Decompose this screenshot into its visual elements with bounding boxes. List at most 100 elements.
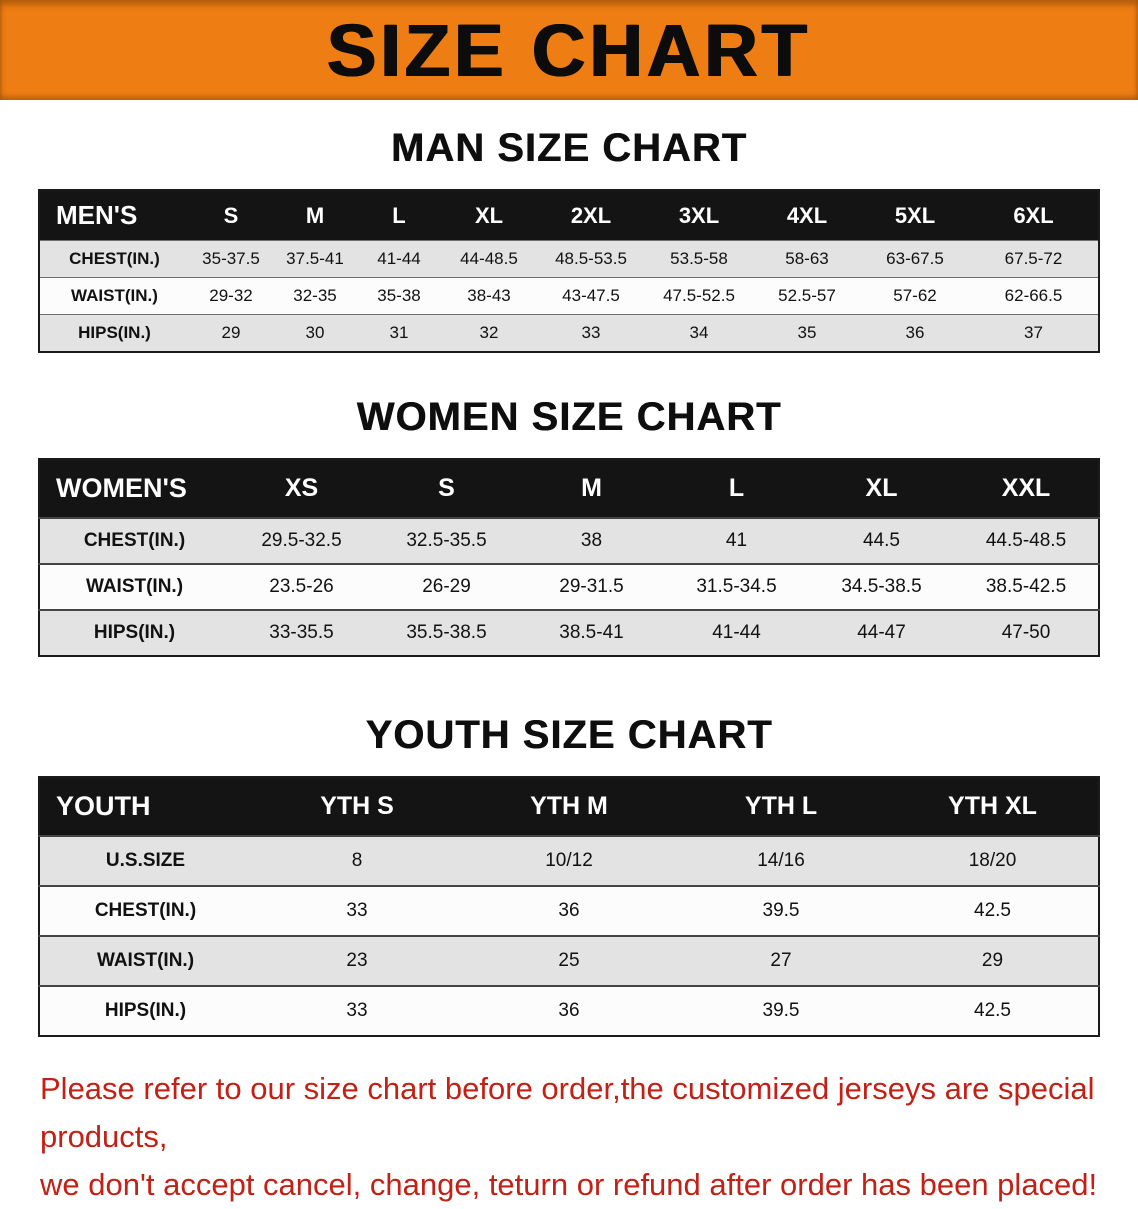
men-cell: 36 xyxy=(861,314,969,352)
youth-waist-row: WAIST(IN.) 23 25 27 29 xyxy=(39,935,1099,986)
women-cell: 26-29 xyxy=(374,563,519,610)
disclaimer-line-2: we don't accept cancel, change, teturn o… xyxy=(40,1167,1098,1203)
women-cell: 33-35.5 xyxy=(229,609,374,656)
men-cell: 29-32 xyxy=(189,277,273,315)
women-cell: 35.5-38.5 xyxy=(374,609,519,656)
men-cell: 62-66.5 xyxy=(969,277,1099,315)
men-hips-row: HIPS(IN.) 29 30 31 32 33 34 35 36 37 xyxy=(39,314,1099,352)
youth-row-label: U.S.SIZE xyxy=(39,835,251,886)
women-size-table: WOMEN'S XS S M L XL XXL CHEST(IN.) 29.5-… xyxy=(38,458,1100,657)
youth-cell: 36 xyxy=(463,885,675,936)
women-row-label: HIPS(IN.) xyxy=(39,609,229,656)
women-cell: 47-50 xyxy=(954,609,1099,656)
women-col-header: XS xyxy=(229,459,374,518)
women-cell: 38 xyxy=(519,517,664,564)
women-cell: 44-47 xyxy=(809,609,954,656)
youth-row-label: WAIST(IN.) xyxy=(39,935,251,986)
men-cell: 31 xyxy=(357,314,441,352)
men-row-label: CHEST(IN.) xyxy=(39,240,189,278)
women-cell: 32.5-35.5 xyxy=(374,517,519,564)
men-cell: 32 xyxy=(441,314,537,352)
men-cell: 57-62 xyxy=(861,277,969,315)
women-cell: 23.5-26 xyxy=(229,563,374,610)
youth-cell: 8 xyxy=(251,835,463,886)
men-cell: 63-67.5 xyxy=(861,240,969,278)
men-row-label: HIPS(IN.) xyxy=(39,314,189,352)
youth-row-label: HIPS(IN.) xyxy=(39,985,251,1036)
youth-ussize-row: U.S.SIZE 8 10/12 14/16 18/20 xyxy=(39,835,1099,886)
men-col-header: 6XL xyxy=(969,190,1099,241)
men-col-header: 4XL xyxy=(753,190,861,241)
women-cell: 29-31.5 xyxy=(519,563,664,610)
men-col-header: L xyxy=(357,190,441,241)
men-cell: 33 xyxy=(537,314,645,352)
men-cell: 47.5-52.5 xyxy=(645,277,753,315)
youth-col-header: YTH L xyxy=(675,777,887,836)
men-cell: 30 xyxy=(273,314,357,352)
youth-hips-row: HIPS(IN.) 33 36 39.5 42.5 xyxy=(39,985,1099,1036)
banner: SIZE CHART xyxy=(0,0,1138,100)
men-cell: 52.5-57 xyxy=(753,277,861,315)
men-cell: 37.5-41 xyxy=(273,240,357,278)
youth-cell: 10/12 xyxy=(463,835,675,886)
men-table-title: MEN'S xyxy=(39,190,189,241)
men-col-header: S xyxy=(189,190,273,241)
women-cell: 31.5-34.5 xyxy=(664,563,809,610)
men-cell: 35-38 xyxy=(357,277,441,315)
youth-col-header: YTH S xyxy=(251,777,463,836)
men-cell: 34 xyxy=(645,314,753,352)
men-waist-row: WAIST(IN.) 29-32 32-35 35-38 38-43 43-47… xyxy=(39,277,1099,315)
women-cell: 41 xyxy=(664,517,809,564)
women-waist-row: WAIST(IN.) 23.5-26 26-29 29-31.5 31.5-34… xyxy=(39,563,1099,610)
men-row-label: WAIST(IN.) xyxy=(39,277,189,315)
youth-row-label: CHEST(IN.) xyxy=(39,885,251,936)
women-col-header: L xyxy=(664,459,809,518)
men-col-header: 2XL xyxy=(537,190,645,241)
youth-col-header: YTH XL xyxy=(887,777,1099,836)
youth-cell: 23 xyxy=(251,935,463,986)
men-cell: 58-63 xyxy=(753,240,861,278)
youth-cell: 18/20 xyxy=(887,835,1099,886)
women-cell: 38.5-42.5 xyxy=(954,563,1099,610)
disclaimer-note: Please refer to our size chart before or… xyxy=(40,1065,1100,1209)
men-col-header: 5XL xyxy=(861,190,969,241)
youth-cell: 33 xyxy=(251,985,463,1036)
youth-header-row: YOUTH YTH S YTH M YTH L YTH XL xyxy=(39,777,1099,836)
men-chest-row: CHEST(IN.) 35-37.5 37.5-41 41-44 44-48.5… xyxy=(39,240,1099,278)
women-col-header: M xyxy=(519,459,664,518)
men-section-heading: MAN SIZE CHART xyxy=(390,126,748,170)
youth-section-heading: YOUTH SIZE CHART xyxy=(365,713,773,757)
men-cell: 32-35 xyxy=(273,277,357,315)
youth-col-header: YTH M xyxy=(463,777,675,836)
youth-table-title: YOUTH xyxy=(39,777,251,836)
disclaimer-line-1: Please refer to our size chart before or… xyxy=(40,1071,1095,1155)
women-col-header: S xyxy=(374,459,519,518)
women-cell: 38.5-41 xyxy=(519,609,664,656)
youth-cell: 39.5 xyxy=(675,985,887,1036)
men-col-header: M xyxy=(273,190,357,241)
page-title: SIZE CHART xyxy=(327,8,811,92)
men-section: MAN SIZE CHART MEN'S S M L XL 2XL 3XL 4X… xyxy=(0,126,1138,353)
youth-chest-row: CHEST(IN.) 33 36 39.5 42.5 xyxy=(39,885,1099,936)
women-cell: 29.5-32.5 xyxy=(229,517,374,564)
youth-size-table: YOUTH YTH S YTH M YTH L YTH XL U.S.SIZE … xyxy=(38,776,1100,1037)
men-cell: 35 xyxy=(753,314,861,352)
men-cell: 67.5-72 xyxy=(969,240,1099,278)
women-col-header: XXL xyxy=(954,459,1099,518)
men-cell: 43-47.5 xyxy=(537,277,645,315)
men-cell: 29 xyxy=(189,314,273,352)
youth-cell: 36 xyxy=(463,985,675,1036)
women-header-row: WOMEN'S XS S M L XL XXL xyxy=(39,459,1099,518)
women-table-title: WOMEN'S xyxy=(39,459,229,518)
men-cell: 53.5-58 xyxy=(645,240,753,278)
men-cell: 48.5-53.5 xyxy=(537,240,645,278)
women-row-label: CHEST(IN.) xyxy=(39,517,229,564)
youth-cell: 42.5 xyxy=(887,885,1099,936)
men-cell: 41-44 xyxy=(357,240,441,278)
men-cell: 37 xyxy=(969,314,1099,352)
women-cell: 44.5-48.5 xyxy=(954,517,1099,564)
youth-cell: 25 xyxy=(463,935,675,986)
youth-section: YOUTH SIZE CHART YOUTH YTH S YTH M YTH L… xyxy=(0,713,1138,1037)
women-cell: 34.5-38.5 xyxy=(809,563,954,610)
women-col-header: XL xyxy=(809,459,954,518)
